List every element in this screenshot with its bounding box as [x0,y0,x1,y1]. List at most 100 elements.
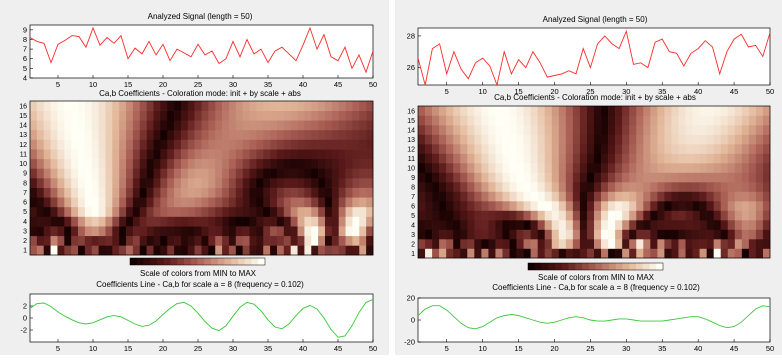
right-heatmap-cell [545,211,552,221]
right-heatmap-cell [488,106,495,116]
right-heatmap-cell [643,230,650,240]
left-heatmap-cell [208,197,215,207]
left-heatmap-cell [304,197,311,207]
right-heatmap-cell [559,135,566,145]
left-heatmap-cell [311,245,318,255]
right-heatmap-cell [488,182,495,192]
left-heatmap-cell [153,149,160,159]
left-heatmap-cell [208,140,215,150]
left-colorbar-swatch [157,258,164,265]
left-heatmap-cell [181,217,188,227]
right-heatmap-cell [735,211,742,221]
right-heatmap-cell [573,211,580,221]
right-heatmap-cell [559,182,566,192]
right-heatmap-cell [763,163,770,173]
right-heatmap-cell [650,182,657,192]
right-heatmap-cell [686,182,693,192]
right-heatmap-cell [636,125,643,135]
left-heatmap-cell [325,120,332,130]
right-heatmap-cell [524,173,531,183]
left-heatmap-cell [160,130,167,140]
left-heatmap-cell [195,120,202,130]
left-heatmap-cell [318,207,325,217]
right-heatmap-cell [756,230,763,240]
left-heatmap-cell [126,159,133,169]
right-heatmap-cell [545,239,552,249]
left-heatmap-cell [298,197,305,207]
right-heatmap-cell [763,192,770,202]
right-heatmap-cell [453,220,460,230]
left-heatmap-cell [188,217,195,227]
left-heatmap-cell [284,168,291,178]
right-heatmap-cell [446,220,453,230]
left-heatmap-cell [140,101,147,111]
left-heatmap-cell [339,197,346,207]
left-heatmap-cell [30,120,37,130]
right-heatmap-cell [510,173,517,183]
left-heatmap-cell [126,197,133,207]
left-heatmap-cell [318,226,325,236]
right-heatmap-cell [488,116,495,126]
left-heatmap-cell [229,236,236,246]
right-heatmap-cell [664,239,671,249]
right-coeffs-ytick-label: 14 [407,127,415,134]
left-heatmap-cell [37,159,44,169]
right-heatmap-cell [693,173,700,183]
left-heatmap-cell [236,197,243,207]
left-signal-ytick-label: 6 [23,54,27,63]
right-heatmap-cell [671,220,678,230]
left-heatmap-cell [99,101,106,111]
left-heatmap-cell [112,120,119,130]
right-heatmap-cell [622,144,629,154]
left-heatmap-cell [133,149,140,159]
right-heatmap-cell [580,106,587,116]
right-heatmap-cell [524,239,531,249]
right-heatmap-cell [495,163,502,173]
right-line-xtick-label: 5 [445,344,449,353]
right-heatmap-cell [657,163,664,173]
right-heatmap-cell [700,192,707,202]
right-heatmap-cell [587,201,594,211]
left-line-xtick-label: 25 [194,344,202,353]
right-heatmap-cell [552,116,559,126]
right-coeffs-ytick-label: 11 [408,156,415,163]
left-heatmap-cell [304,188,311,198]
left-heatmap-cell [51,217,58,227]
left-heatmap-cell [311,188,318,198]
right-heatmap-cell [763,249,770,259]
left-heatmap-cell [346,111,353,121]
right-line-xtick-label: 15 [514,344,522,353]
left-heatmap-cell [188,159,195,169]
left-heatmap-cell [298,120,305,130]
right-heatmap-cell [693,220,700,230]
left-heatmap-cell [352,236,359,246]
right-heatmap-cell [601,192,608,202]
left-heatmap-cell [71,188,78,198]
left-heatmap-cell [352,226,359,236]
left-heatmap-cell [188,149,195,159]
left-heatmap-cell [112,245,119,255]
left-heatmap-cell [57,111,64,121]
right-heatmap-cell [495,173,502,183]
left-heatmap-cell [85,188,92,198]
right-heatmap-cell [425,163,432,173]
left-heatmap-cell [181,140,188,150]
right-heatmap-cell [756,116,763,126]
left-coeffs-ytick-label: 15 [19,113,27,120]
right-line-ytick-label: 0 [411,316,415,325]
left-heatmap-cell [78,178,85,188]
right-heatmap-cell [587,220,594,230]
right-heatmap-cell [495,144,502,154]
right-heatmap-cell [439,239,446,249]
right-heatmap-cell [756,201,763,211]
left-coeffs-ytick-label: 4 [23,219,27,226]
right-heatmap-cell [587,125,594,135]
right-heatmap-cell [735,125,742,135]
left-heatmap-cell [332,111,339,121]
left-heatmap-cell [298,130,305,140]
left-heatmap-cell [160,188,167,198]
right-heatmap-cell [460,230,467,240]
left-heatmap-cell [263,226,270,236]
left-line-ytick-label: -2 [20,326,27,335]
right-heatmap-cell [657,135,664,145]
